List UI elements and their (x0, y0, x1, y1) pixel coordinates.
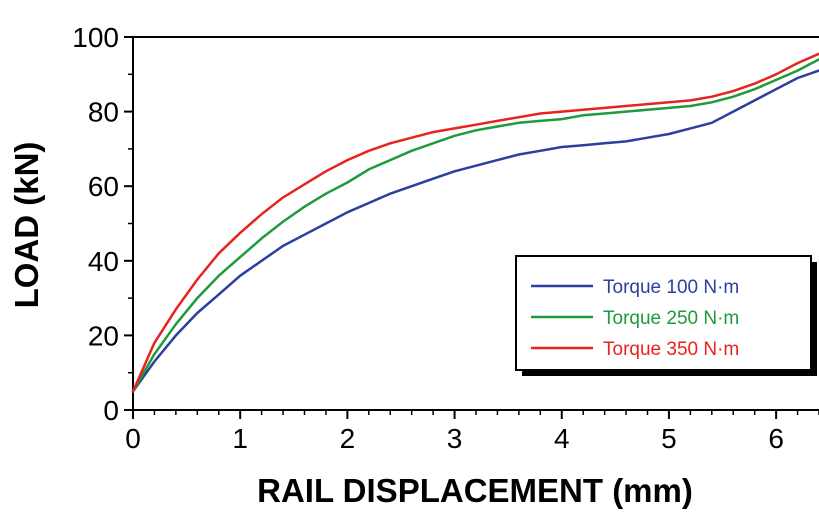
legend-label-2: Torque 250 N·m (603, 308, 739, 329)
legend-box (515, 255, 812, 371)
series-line-3 (131, 52, 819, 393)
x-tick-label: 2 (340, 423, 356, 454)
y-axis-title: LOAD (kN) (8, 142, 45, 309)
series-line-1 (131, 69, 819, 393)
x-tick-label: 0 (125, 423, 141, 454)
y-tick-label: 100 (72, 22, 119, 53)
y-tick-label: 60 (88, 171, 119, 202)
series-line-2 (131, 58, 819, 393)
x-tick-label: 3 (447, 423, 463, 454)
x-axis: 0 1 2 3 4 5 6 (125, 410, 819, 454)
series-layer (131, 52, 819, 393)
x-tick-label: 6 (768, 423, 784, 454)
y-tick-label: 80 (88, 97, 119, 128)
y-tick-label: 40 (88, 246, 119, 277)
y-tick-label: 20 (88, 320, 119, 351)
y-axis: 0 20 40 60 80 100 (72, 22, 133, 426)
x-tick-label: 4 (554, 423, 570, 454)
legend-label-3: Torque 350 N·m (603, 339, 739, 360)
y-tick-label: 0 (103, 395, 119, 426)
x-tick-label: 5 (661, 423, 677, 454)
legend-label-1: Torque 100 N·m (603, 277, 739, 298)
x-tick-label: 1 (232, 423, 248, 454)
legend: Torque 100 N·m Torque 250 N·m Torque 350 N… (515, 255, 817, 376)
x-axis-title: RAIL DISPLACEMENT (mm) (257, 472, 693, 509)
